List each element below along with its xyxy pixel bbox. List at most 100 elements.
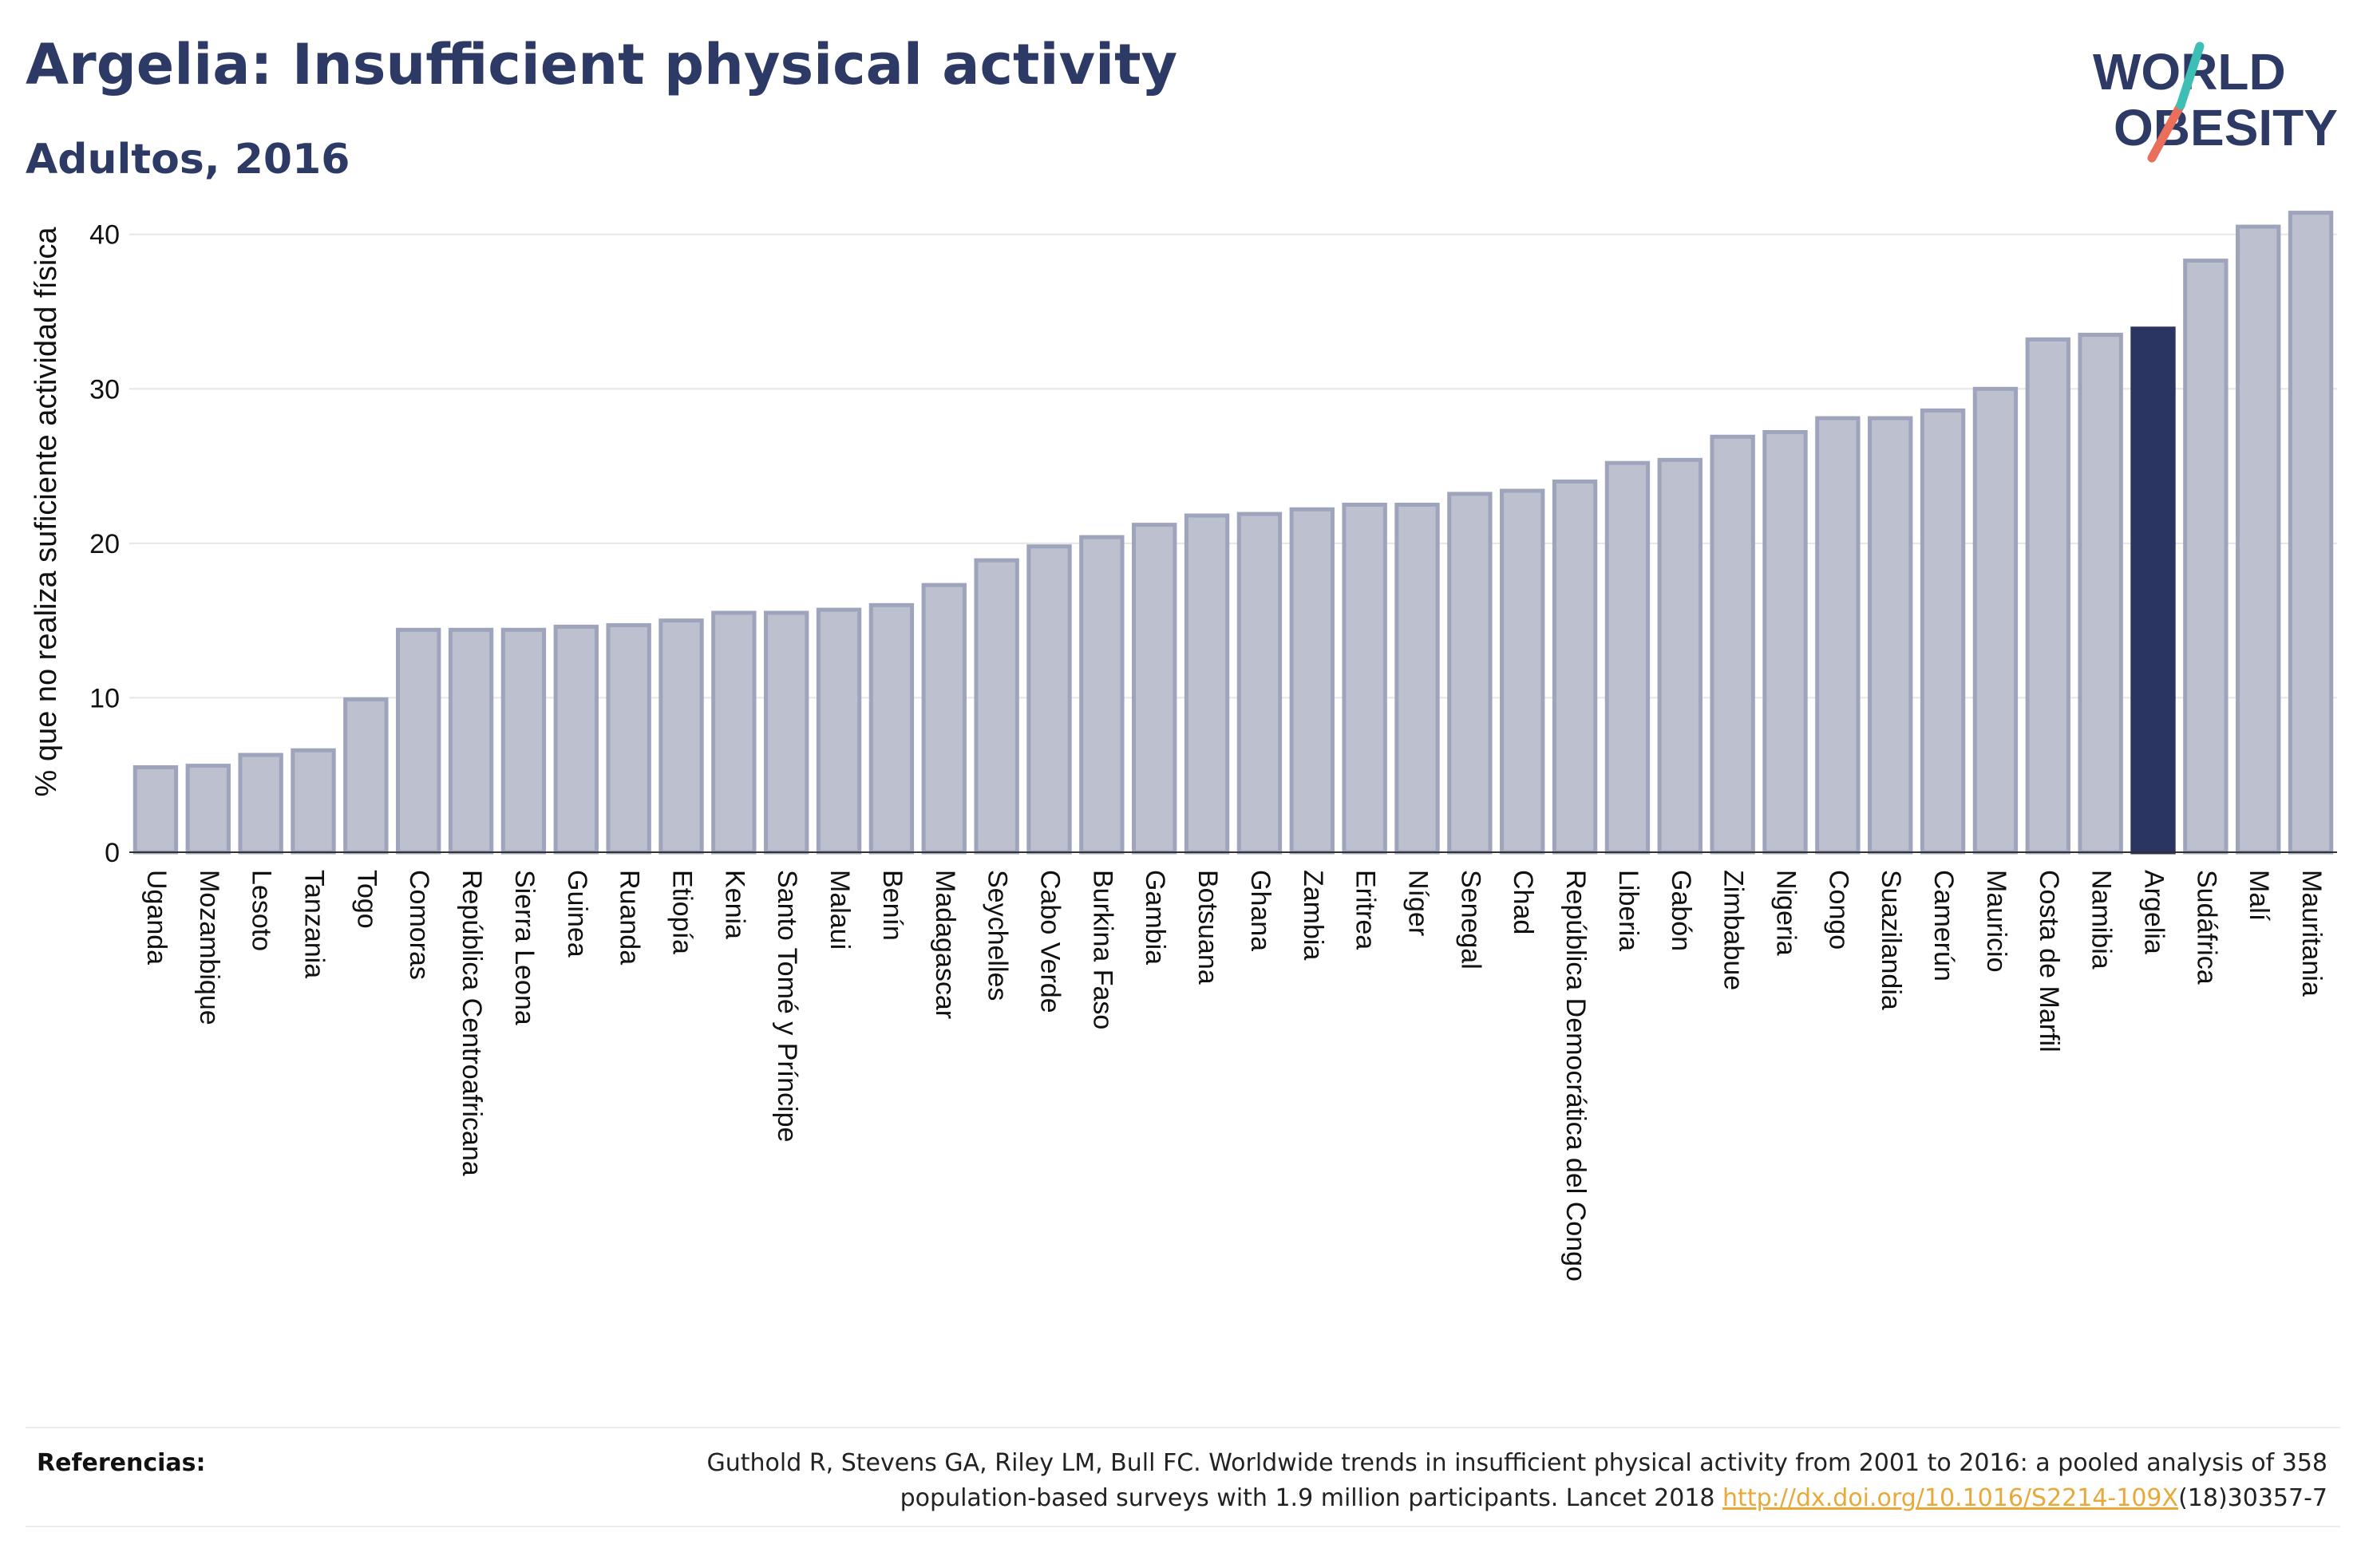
x-tick-label: Níger (1403, 870, 1434, 936)
page-title: Argelia: Insufficient physical activity (26, 32, 1178, 97)
bar (1079, 535, 1125, 855)
x-tick-label: Madagascar (930, 870, 960, 1019)
bar (1710, 434, 1755, 855)
references-label: Referencias: (37, 1449, 206, 1477)
x-tick-label: Etiopía (667, 870, 698, 954)
bar (2288, 211, 2334, 855)
bar (816, 607, 862, 855)
x-tick-label: Malí (2244, 870, 2274, 922)
x-tick-label: Benín (877, 870, 908, 941)
references-suffix: (18)30357-7 (2178, 1484, 2327, 1512)
x-tick-label: Tanzania (299, 870, 330, 978)
bar (2183, 259, 2229, 855)
x-tick-label: Zambia (1298, 870, 1328, 960)
x-tick-label: Sudáfrica (2191, 870, 2221, 985)
bar (343, 697, 389, 855)
x-tick-label: Mozambique (194, 870, 224, 1025)
bar (1184, 513, 1230, 855)
x-tick-label: Togo (351, 870, 382, 929)
x-tick-label: Burkina Faso (1087, 870, 1117, 1029)
x-tick-label: Kenia (719, 870, 749, 939)
y-tick-label: 20 (89, 529, 120, 559)
x-tick-label: República Democrática del Congo (1560, 870, 1591, 1282)
bar (1815, 416, 1861, 855)
y-axis: 0 10 20 30 40 (89, 220, 2337, 868)
bar (974, 558, 1019, 855)
x-tick-label: Nigeria (1771, 870, 1801, 956)
x-tick-label: Comoras (404, 870, 434, 980)
references-line-2-text: population-based surveys with 1.9 millio… (900, 1484, 1715, 1512)
bar (238, 752, 283, 855)
y-tick-label: 30 (89, 374, 120, 405)
x-tick-labels: Uganda Mozambique Lesoto Tanzania Togo Comora… (141, 870, 2327, 1282)
x-tick-label: Congo (1823, 870, 1853, 950)
x-tick-label: Lesoto (247, 870, 277, 951)
bar (1026, 544, 1072, 855)
bar (396, 627, 441, 855)
x-tick-label: Liberia (1613, 870, 1643, 951)
bar (1447, 492, 1493, 855)
x-tick-label: Cabo Verde (1035, 870, 1066, 1013)
x-tick-label: Mauricio (1981, 870, 2011, 972)
x-tick-label: Botsuana (1192, 870, 1223, 985)
x-tick-label: Namibia (2086, 870, 2117, 970)
bar (606, 622, 651, 855)
bar (291, 748, 336, 855)
references-line-2: population-based surveys with 1.9 millio… (492, 1481, 2327, 1516)
bar (1342, 502, 1387, 855)
bar (2078, 333, 2123, 855)
bar (1289, 507, 1335, 855)
bar (658, 618, 704, 855)
x-tick-label: Chad (1508, 870, 1538, 934)
bar (132, 765, 179, 855)
bar (2236, 224, 2281, 855)
x-tick-label: Eritrea (1351, 870, 1381, 950)
y-tick-label: 10 (89, 683, 120, 713)
x-tick-label: Gabón (1666, 870, 1696, 951)
bar (921, 583, 967, 855)
x-tick-label: Malaui (825, 870, 855, 950)
references-doi-link[interactable]: http://dx.doi.org/10.1016/S2214-109X (1722, 1484, 2179, 1512)
footer-divider-bottom (26, 1526, 2340, 1527)
x-tick-label: Santo Tomé y Príncipe (772, 870, 802, 1142)
bars (132, 211, 2334, 855)
bar-highlight (2130, 326, 2176, 855)
x-tick-label: Costa de Marfil (2034, 870, 2064, 1053)
bar (185, 764, 231, 855)
bar (1604, 460, 1651, 855)
bar (1394, 502, 1440, 855)
footer-divider-top (26, 1427, 2340, 1428)
bar (500, 627, 547, 855)
bar (448, 627, 494, 855)
world-obesity-logo: WORLD OBESITY (2093, 41, 2338, 163)
x-tick-label: Sierra Leona (509, 870, 540, 1025)
bar (1236, 511, 1283, 855)
bar-chart: 0 10 20 30 40 Uganda Mozambique Lesoto Tanzania… (30, 211, 2337, 1282)
bar (1868, 416, 1913, 855)
bar (1552, 479, 1598, 855)
x-tick-label: Mauritania (2296, 870, 2327, 997)
bar (1762, 429, 1808, 855)
y-axis-label: % que no realiza suficiente actividad fí… (30, 227, 63, 797)
bar (1500, 488, 1545, 855)
y-tick-label: 40 (89, 220, 120, 251)
x-tick-label: Zimbabue (1718, 870, 1749, 990)
bar (1972, 386, 2019, 855)
references-line-1: Guthold R, Stevens GA, Riley LM, Bull FC… (706, 1449, 2327, 1477)
x-tick-label: República Centroafricana (457, 870, 487, 1176)
bar (868, 602, 915, 855)
x-tick-label: Senegal (1455, 870, 1485, 970)
bar (2025, 337, 2070, 855)
x-tick-label: Camerún (1928, 870, 1959, 981)
x-tick-label: Argelia (2139, 870, 2169, 954)
x-tick-label: Guinea (562, 870, 592, 958)
page-subtitle: Adultos, 2016 (26, 136, 350, 184)
x-tick-label: Gambia (1140, 870, 1170, 965)
bar (1920, 408, 1966, 855)
bar (764, 610, 809, 855)
x-tick-label: Uganda (141, 870, 172, 965)
bar (711, 610, 757, 855)
references-text: Guthold R, Stevens GA, Riley LM, Bull FC… (492, 1446, 2327, 1516)
logo-line2: OBESITY (2114, 99, 2338, 156)
bar (1657, 457, 1703, 855)
